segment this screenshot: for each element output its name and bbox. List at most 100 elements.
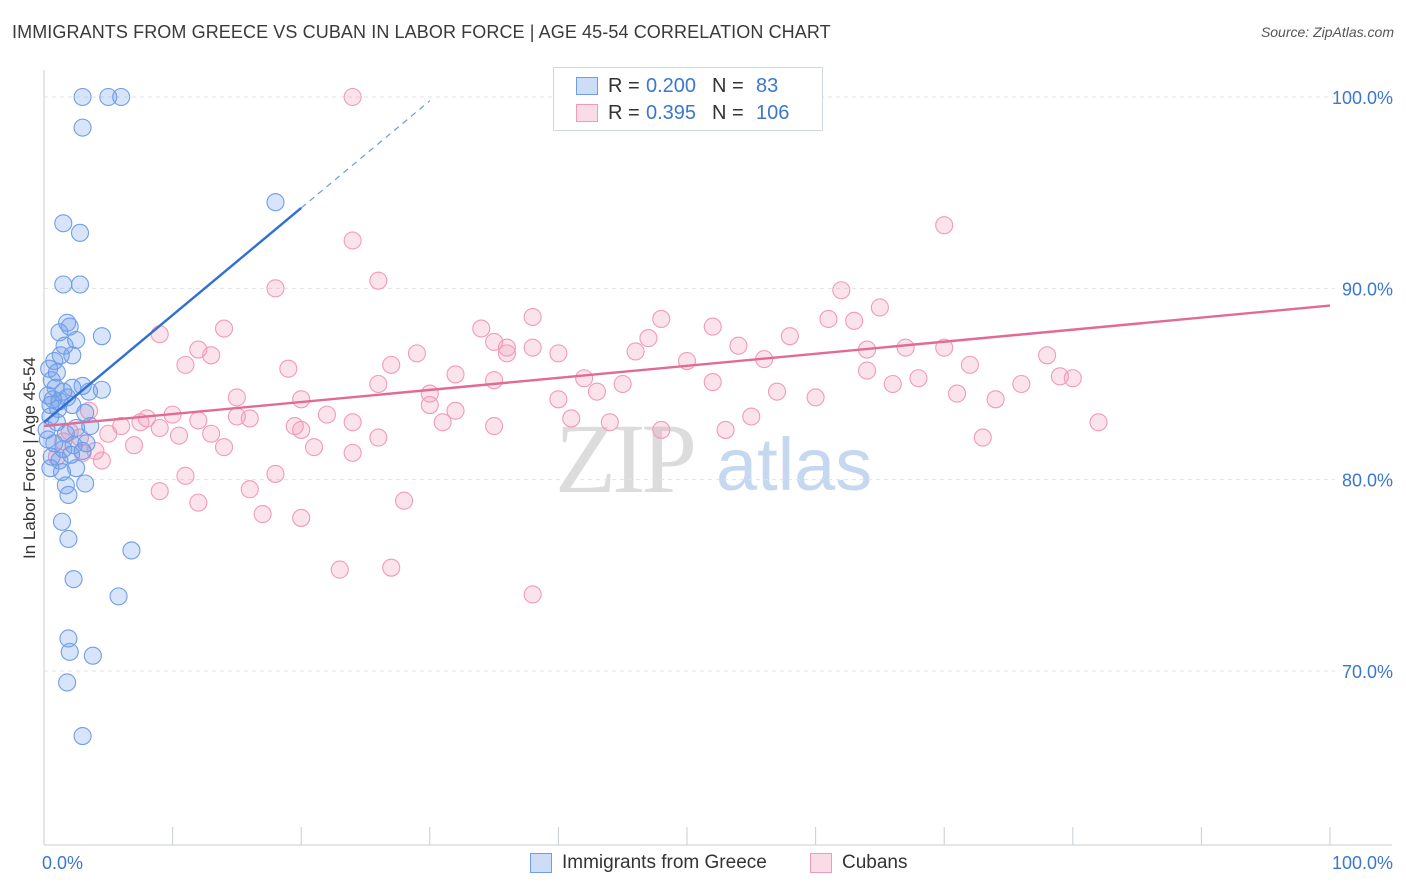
point-greece — [122, 541, 141, 560]
point-cubans — [485, 371, 504, 390]
legend-item-greece: Immigrants from Greece — [530, 852, 767, 874]
point-greece — [112, 87, 131, 107]
y-tick-label: 80.0% — [1342, 471, 1393, 491]
point-cubans — [703, 373, 722, 392]
point-cubans — [214, 319, 234, 338]
greece-swatch — [576, 77, 598, 95]
n-label: N = — [712, 74, 744, 97]
point-cubans — [935, 216, 954, 235]
point-cubans — [575, 369, 594, 388]
point-cubans — [1063, 369, 1082, 388]
series-legend: Immigrants from Greece Cubans — [0, 852, 1406, 878]
point-greece — [67, 459, 86, 478]
point-greece — [59, 485, 78, 505]
y-tick-label: 100.0% — [1332, 88, 1393, 108]
point-cubans — [973, 428, 992, 447]
point-greece — [73, 118, 92, 137]
point-cubans — [137, 409, 156, 428]
r-label: R = — [608, 101, 640, 124]
watermark-atlas: atlas — [716, 423, 872, 506]
point-cubans — [189, 411, 208, 430]
point-greece — [60, 642, 79, 661]
point-cubans — [433, 413, 452, 432]
point-cubans — [523, 338, 542, 357]
point-cubans — [806, 388, 825, 407]
trendline-greece-extension — [300, 100, 431, 209]
trendline-cubans — [43, 304, 1331, 428]
point-cubans — [729, 336, 748, 355]
point-cubans — [124, 436, 144, 455]
n-value: 106 — [756, 101, 790, 124]
point-cubans — [420, 395, 439, 415]
point-greece — [64, 570, 83, 589]
point-cubans — [92, 451, 111, 470]
point-cubans — [446, 401, 465, 420]
point-cubans — [202, 424, 221, 443]
point-cubans — [189, 493, 208, 512]
point-cubans — [960, 355, 979, 374]
point-cubans — [986, 390, 1005, 409]
point-greece — [45, 434, 64, 453]
point-greece — [54, 275, 73, 294]
n-value: 83 — [756, 74, 779, 97]
point-cubans — [395, 491, 414, 510]
point-cubans — [176, 355, 195, 374]
point-greece — [59, 629, 78, 648]
point-cubans — [1038, 346, 1057, 365]
point-greece — [63, 346, 82, 365]
y-axis-label: In Labor Force | Age 45-54 — [20, 357, 39, 559]
point-greece — [92, 327, 111, 346]
point-greece — [55, 336, 74, 355]
point-cubans — [266, 464, 285, 483]
y-tick-label: 70.0% — [1342, 662, 1393, 682]
point-cubans — [240, 480, 259, 499]
x-tick-label-min: 0.0% — [42, 853, 83, 873]
point-cubans — [369, 374, 388, 394]
point-cubans — [562, 409, 581, 428]
point-cubans — [549, 390, 568, 409]
point-cubans — [169, 426, 189, 445]
point-cubans — [292, 508, 311, 527]
point-cubans — [613, 374, 632, 394]
point-greece — [83, 646, 102, 665]
point-cubans — [948, 384, 967, 403]
greece-legend-swatch — [530, 853, 552, 873]
point-greece — [73, 441, 92, 461]
point-cubans — [523, 585, 542, 604]
point-cubans — [99, 424, 118, 443]
point-cubans — [176, 466, 195, 485]
point-cubans — [472, 319, 491, 338]
point-cubans — [227, 407, 246, 426]
point-cubans — [382, 355, 401, 374]
point-cubans — [343, 443, 362, 462]
point-cubans — [819, 309, 838, 328]
r-value: 0.395 — [646, 101, 697, 124]
point-cubans — [742, 407, 761, 426]
point-cubans — [330, 560, 349, 579]
point-greece — [109, 587, 128, 606]
point-greece — [266, 193, 285, 212]
point-cubans — [485, 417, 504, 436]
point-cubans — [639, 329, 658, 348]
point-cubans — [227, 388, 246, 407]
point-greece — [41, 459, 60, 478]
point-cubans — [446, 365, 465, 384]
point-greece — [70, 275, 90, 294]
point-cubans — [369, 428, 388, 447]
stats-legend-row-greece: R = 0.200 N = 83 — [576, 73, 778, 99]
point-cubans — [382, 558, 401, 577]
point-cubans — [767, 382, 787, 401]
x-tick-label-max: 100.0% — [1332, 853, 1393, 873]
point-cubans — [279, 359, 298, 378]
n-label: N = — [712, 101, 744, 124]
point-cubans — [266, 279, 285, 298]
stats-legend: R = 0.200 N = 83 R = 0.395 N = 106 — [553, 67, 823, 131]
point-cubans — [317, 405, 336, 424]
point-cubans — [883, 374, 902, 394]
point-greece — [52, 512, 72, 531]
point-cubans — [285, 417, 304, 436]
point-cubans — [870, 298, 889, 317]
point-cubans — [343, 413, 362, 432]
point-cubans — [150, 482, 169, 501]
point-greece — [59, 529, 78, 549]
